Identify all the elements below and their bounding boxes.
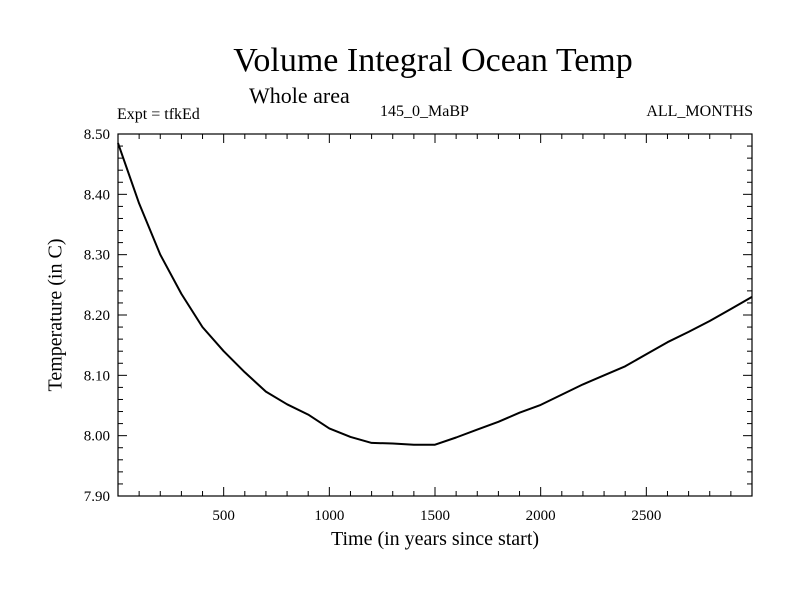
x-tick-label: 500: [212, 508, 235, 524]
x-tick-label: 1500: [420, 508, 450, 524]
axis-ticks: [118, 134, 752, 496]
series-group: [117, 142, 753, 446]
y-tick-label: 8.40: [84, 187, 110, 203]
tick-labels: 500 1000 1500 2000 2500 7.90 8.00 8.10 8.20 8.30 8…: [84, 127, 662, 524]
experiment-label: Expt = tfkEd: [117, 106, 200, 123]
y-tick-label: 8.20: [84, 308, 110, 324]
y-tick-label: 8.50: [84, 127, 110, 143]
x-tick-label: 2000: [526, 508, 556, 524]
y-tick-label: 8.30: [84, 248, 110, 264]
y-tick-label: 8.10: [84, 368, 110, 384]
chart-title: Volume Integral Ocean Temp: [233, 42, 633, 79]
x-tick-label: 2500: [631, 508, 661, 524]
chart-subtitle: Whole area: [249, 83, 350, 108]
y-tick-label: 7.90: [84, 489, 110, 505]
series-line: [117, 142, 753, 446]
y-tick-label: 8.00: [84, 429, 110, 445]
x-axis-label: Time (in years since start): [330, 528, 540, 550]
period-label: ALL_MONTHS: [646, 103, 753, 120]
x-tick-label: 1000: [314, 508, 344, 524]
run-label: 145_0_MaBP: [380, 103, 469, 120]
plot-frame: [117, 133, 753, 497]
